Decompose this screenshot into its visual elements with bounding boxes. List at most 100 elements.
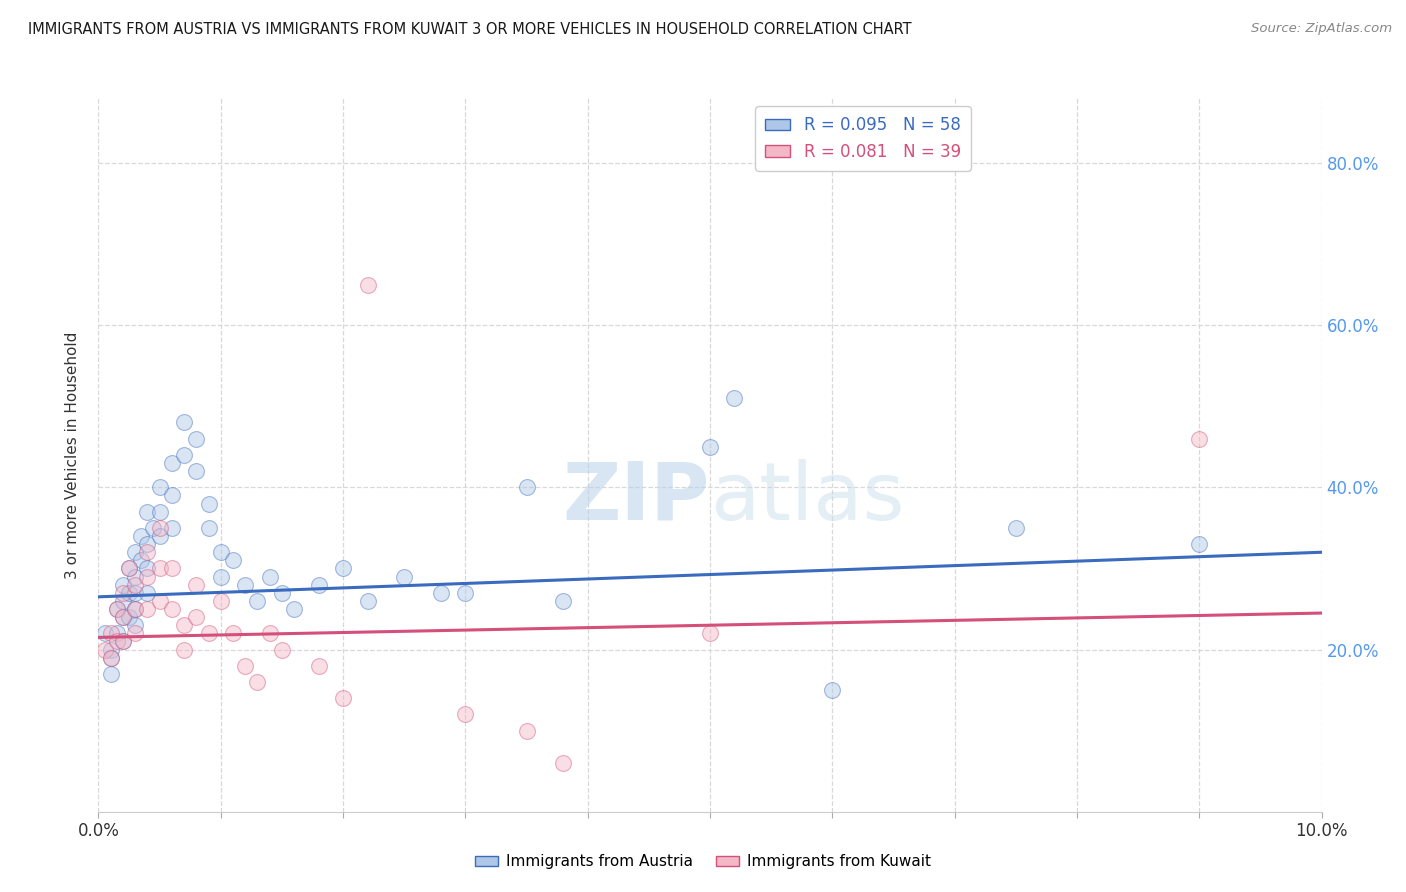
Point	[246, 594, 269, 608]
Point	[118, 561, 141, 575]
Point	[173, 448, 195, 462]
Point	[308, 577, 330, 591]
Point	[136, 586, 159, 600]
Point	[270, 586, 292, 600]
Point	[118, 561, 141, 575]
Point	[118, 610, 141, 624]
Point	[1188, 537, 1211, 551]
Point	[233, 577, 256, 591]
Text: Source: ZipAtlas.com: Source: ZipAtlas.com	[1251, 22, 1392, 36]
Point	[283, 602, 305, 616]
Point	[105, 602, 128, 616]
Point	[209, 569, 232, 583]
Point	[209, 594, 232, 608]
Point	[129, 529, 152, 543]
Point	[222, 553, 245, 567]
Point	[142, 521, 165, 535]
Point	[124, 602, 146, 616]
Point	[136, 602, 159, 616]
Point	[430, 586, 453, 600]
Point	[124, 569, 146, 583]
Point	[516, 480, 538, 494]
Point	[149, 561, 172, 575]
Point	[100, 642, 122, 657]
Point	[246, 675, 269, 690]
Point	[160, 488, 183, 502]
Point	[356, 594, 378, 608]
Point	[553, 594, 575, 608]
Point	[111, 577, 134, 591]
Point	[124, 602, 146, 616]
Point	[136, 561, 159, 575]
Point	[332, 561, 354, 575]
Point	[149, 521, 172, 535]
Point	[356, 277, 378, 292]
Point	[160, 561, 183, 575]
Point	[1004, 521, 1026, 535]
Point	[149, 505, 172, 519]
Point	[173, 642, 195, 657]
Point	[222, 626, 245, 640]
Point	[105, 634, 128, 648]
Point	[124, 618, 146, 632]
Point	[93, 626, 115, 640]
Point	[1188, 432, 1211, 446]
Text: IMMIGRANTS FROM AUSTRIA VS IMMIGRANTS FROM KUWAIT 3 OR MORE VEHICLES IN HOUSEHOL: IMMIGRANTS FROM AUSTRIA VS IMMIGRANTS FR…	[28, 22, 911, 37]
Point	[553, 756, 575, 770]
Point	[454, 707, 477, 722]
Point	[160, 602, 183, 616]
Legend: Immigrants from Austria, Immigrants from Kuwait: Immigrants from Austria, Immigrants from…	[470, 848, 936, 875]
Point	[516, 723, 538, 738]
Point	[699, 440, 721, 454]
Point	[186, 464, 208, 478]
Point	[124, 626, 146, 640]
Point	[186, 432, 208, 446]
Point	[308, 658, 330, 673]
Legend: R = 0.095   N = 58, R = 0.081   N = 39: R = 0.095 N = 58, R = 0.081 N = 39	[755, 106, 970, 170]
Point	[209, 545, 232, 559]
Text: ZIP: ZIP	[562, 458, 710, 537]
Point	[821, 683, 844, 698]
Point	[233, 658, 256, 673]
Text: atlas: atlas	[710, 458, 904, 537]
Point	[197, 626, 219, 640]
Y-axis label: 3 or more Vehicles in Household: 3 or more Vehicles in Household	[65, 331, 80, 579]
Point	[149, 480, 172, 494]
Point	[100, 650, 122, 665]
Point	[124, 586, 146, 600]
Point	[259, 569, 281, 583]
Point	[124, 545, 146, 559]
Point	[105, 626, 128, 640]
Point	[197, 521, 219, 535]
Point	[111, 634, 134, 648]
Point	[129, 553, 152, 567]
Point	[173, 416, 195, 430]
Point	[111, 634, 134, 648]
Point	[699, 626, 721, 640]
Point	[124, 577, 146, 591]
Point	[136, 569, 159, 583]
Point	[723, 391, 745, 405]
Point	[173, 618, 195, 632]
Point	[111, 610, 134, 624]
Point	[111, 586, 134, 600]
Point	[111, 594, 134, 608]
Point	[100, 666, 122, 681]
Point	[454, 586, 477, 600]
Point	[118, 586, 141, 600]
Point	[105, 602, 128, 616]
Point	[111, 610, 134, 624]
Point	[149, 594, 172, 608]
Point	[186, 610, 208, 624]
Point	[259, 626, 281, 640]
Point	[332, 691, 354, 706]
Point	[136, 505, 159, 519]
Point	[136, 545, 159, 559]
Point	[392, 569, 416, 583]
Point	[149, 529, 172, 543]
Point	[197, 497, 219, 511]
Point	[270, 642, 292, 657]
Point	[186, 577, 208, 591]
Point	[136, 537, 159, 551]
Point	[100, 650, 122, 665]
